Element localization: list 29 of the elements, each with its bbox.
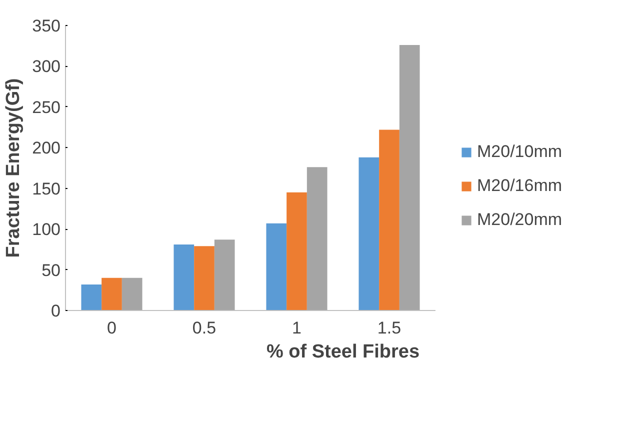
bar [102, 278, 122, 310]
x-tick-label: 1 [292, 318, 302, 338]
bar [81, 284, 102, 310]
bar [214, 240, 235, 310]
bar [122, 278, 142, 310]
y-axis-title: Fracture Energy(Gf) [3, 78, 24, 258]
legend-label: M20/20mm [477, 210, 562, 230]
bar [174, 244, 194, 310]
x-axis-title: % of Steel Fibres [266, 342, 420, 362]
bar [379, 130, 400, 310]
legend-label: M20/16mm [477, 176, 562, 196]
y-tick-label: 50 [42, 260, 61, 280]
x-tick-label: 0.5 [192, 318, 216, 338]
y-tick-label: 200 [32, 138, 61, 158]
y-tick-label: 300 [32, 57, 61, 76]
y-tick-label: 100 [32, 220, 61, 240]
bar [306, 167, 328, 310]
y-tick-label: 250 [32, 98, 61, 117]
legend-label: M20/10mm [477, 142, 562, 162]
bar [194, 246, 214, 310]
x-tick-label: 1.5 [377, 318, 402, 338]
y-tick-label: 350 [32, 16, 61, 36]
bar [266, 223, 287, 310]
bar [286, 192, 307, 310]
bar [358, 157, 380, 310]
x-tick-label: 0 [107, 318, 116, 338]
bar [399, 45, 420, 310]
y-tick-label: 150 [32, 179, 61, 198]
y-tick-label: 0 [51, 302, 61, 320]
